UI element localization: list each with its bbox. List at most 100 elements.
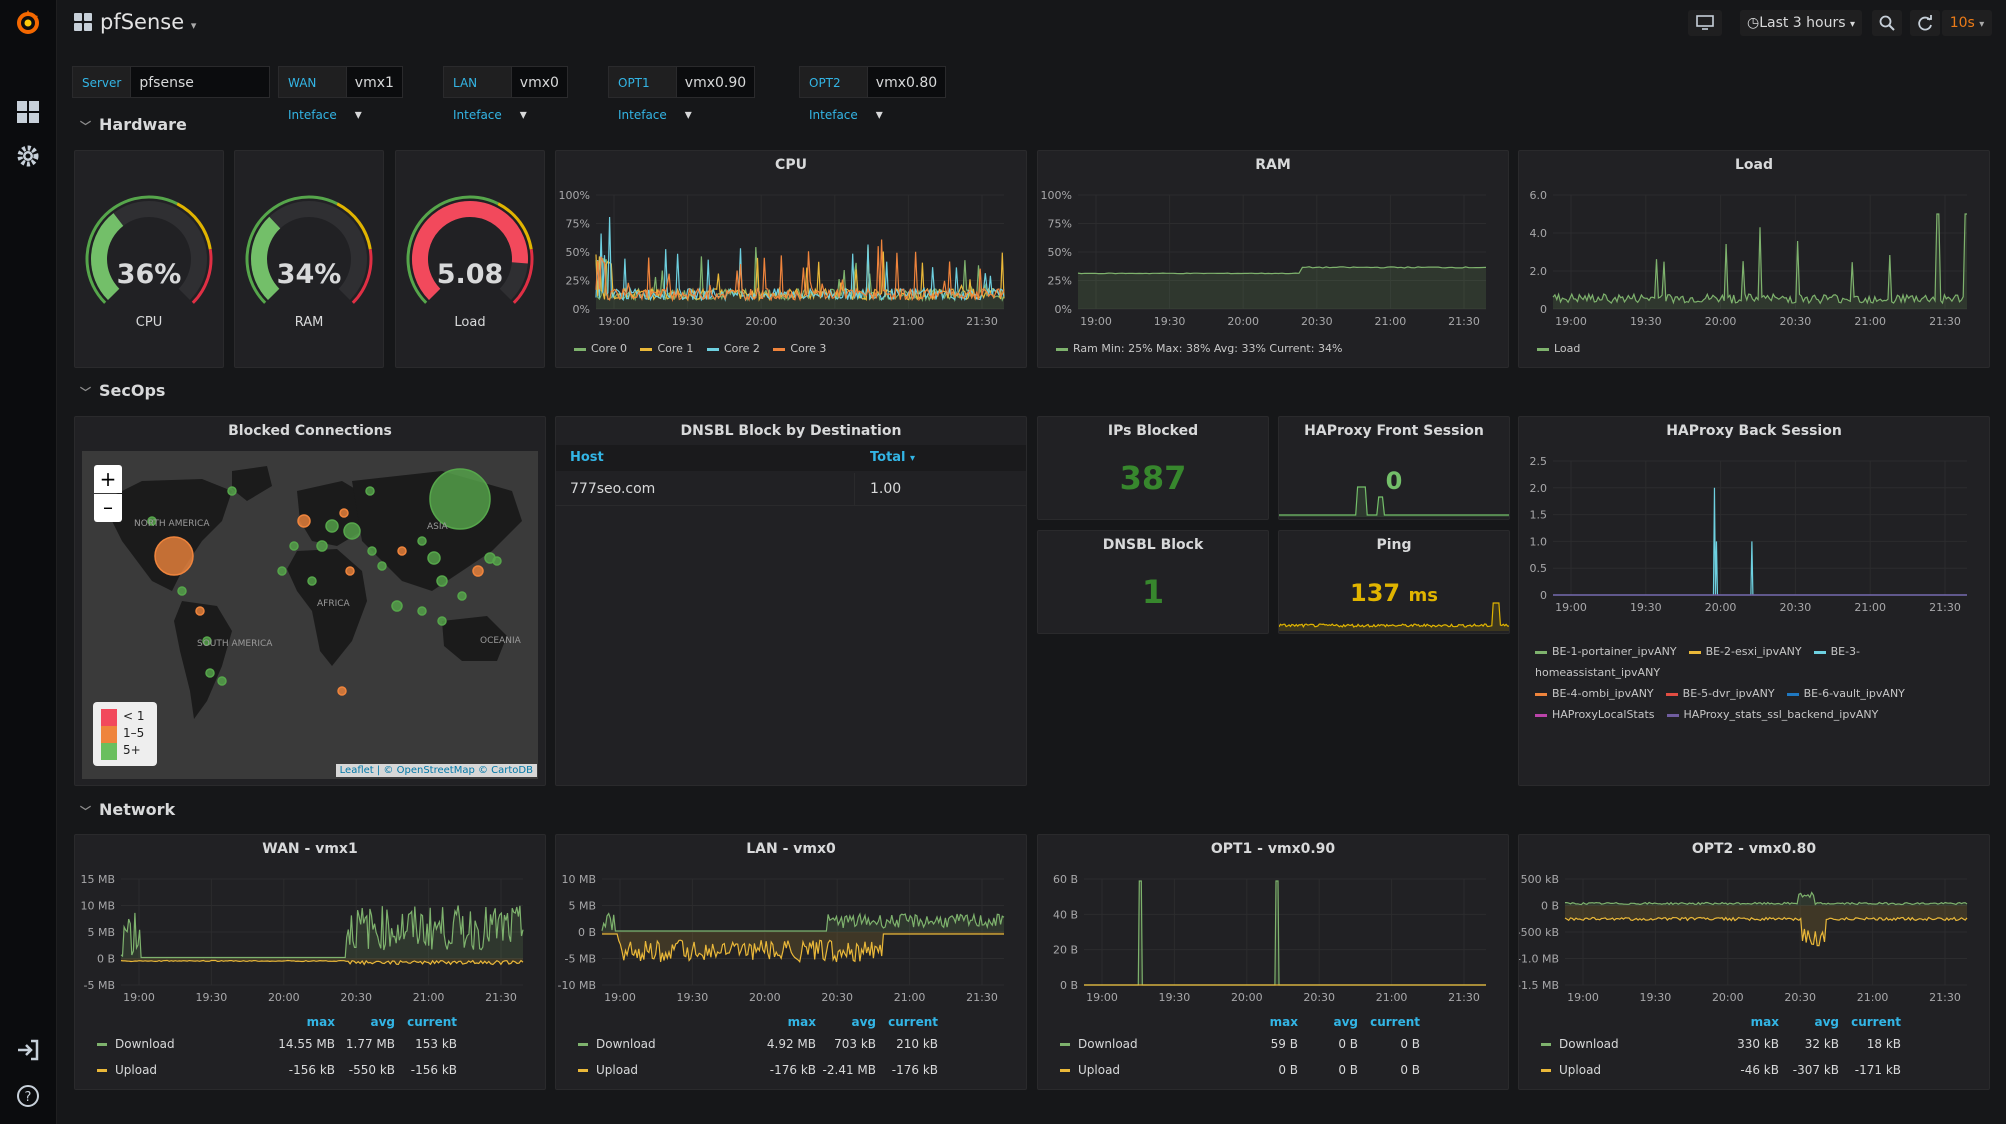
blocked-marker[interactable] xyxy=(325,519,339,533)
var-opt2-value[interactable]: vmx0.80 ▾ xyxy=(867,66,947,123)
gauge-panel-load[interactable]: 5.08 Load xyxy=(395,150,545,368)
var-lan-value[interactable]: vmx0 ▾ xyxy=(511,66,568,123)
var-opt1[interactable]: OPT1 Inteface vmx0.90 ▾ xyxy=(608,66,756,123)
blocked-marker[interactable] xyxy=(227,486,237,496)
blocked-marker[interactable] xyxy=(154,536,194,576)
load-graph-panel[interactable]: Load 6.0 4.0 2.0 0 19:00 19:30 20:00 20:30 21:00… xyxy=(1518,150,1990,368)
haproxy-front-panel[interactable]: HAProxy Front Session 0 xyxy=(1278,416,1510,520)
blocked-marker[interactable] xyxy=(367,546,377,556)
blocked-marker[interactable] xyxy=(345,566,355,576)
var-wan-value[interactable]: vmx1 ▾ xyxy=(346,66,403,123)
ips-blocked-panel[interactable]: IPs Blocked 387 xyxy=(1037,416,1269,520)
blocked-marker[interactable] xyxy=(343,522,361,540)
load-legend[interactable]: Load xyxy=(1537,342,1580,355)
net-panel-wan[interactable]: WAN - vmx1 15 MB 10 MB 5 MB 0 B -5 MB 19:00 19:… xyxy=(74,834,546,1090)
cpu-graph-panel[interactable]: CPU 100% 75% 50% 25% 0% 19:00 19:30 20:00 20:30 2… xyxy=(555,150,1027,368)
dnsbl-block-panel[interactable]: DNSBL Block 1 xyxy=(1037,530,1269,634)
x-tick-label: 20:00 xyxy=(1231,991,1263,1004)
y-tick-label: 75% xyxy=(1048,218,1072,231)
map-attribution[interactable]: Leaflet | © OpenStreetMap © CartoDB xyxy=(335,764,537,777)
zoom-in-button[interactable]: + xyxy=(94,465,122,493)
row-hardware[interactable]: ﹀ Hardware xyxy=(80,115,187,134)
column-host[interactable]: Host xyxy=(570,450,604,465)
legend-item[interactable]: Core 2 xyxy=(706,342,760,355)
legend-label: 1–5 xyxy=(123,726,145,740)
var-lan[interactable]: LAN Inteface vmx0 ▾ xyxy=(443,66,568,123)
blocked-marker[interactable] xyxy=(307,576,317,586)
ram-legend[interactable]: Ram Min: 25% Max: 38% Avg: 33% Current: … xyxy=(1056,342,1342,355)
var-server-value[interactable]: pfsense xyxy=(131,66,271,98)
legend-item[interactable]: BE-5-dvr_ipvANY xyxy=(1665,687,1775,700)
legend-item[interactable]: Core 1 xyxy=(640,342,693,355)
blocked-marker[interactable] xyxy=(472,565,484,577)
blocked-marker[interactable] xyxy=(427,551,441,565)
blocked-marker[interactable] xyxy=(316,540,328,552)
net-panel-lan[interactable]: LAN - vmx0 10 MB 5 MB 0 B -5 MB -10 MB 19:00 19… xyxy=(555,834,1027,1090)
help-icon[interactable]: ? xyxy=(14,1082,42,1110)
dnsbl-table-panel[interactable]: DNSBL Block by Destination Host Total ▾ … xyxy=(555,416,1027,786)
legend-item[interactable]: BE-3-homeassistant_ipvANY xyxy=(1535,645,1860,679)
blocked-marker[interactable] xyxy=(297,514,311,528)
blocked-marker[interactable] xyxy=(277,566,287,576)
refresh-interval-picker[interactable]: 10s ▾ xyxy=(1942,10,1992,36)
blocked-marker[interactable] xyxy=(377,561,387,571)
blocked-marker[interactable] xyxy=(417,606,427,616)
legend-item[interactable]: BE-6-vault_ipvANY xyxy=(1786,687,1905,700)
world-map[interactable]: NORTH AMERICA SOUTH AMERICA AFRICA ASIA … xyxy=(82,451,538,779)
grafana-logo-icon[interactable] xyxy=(14,8,42,36)
blocked-marker[interactable] xyxy=(437,616,447,626)
upload-current-value: -171 kB xyxy=(1854,1063,1901,1077)
legend-item[interactable]: BE-1-portainer_ipvANY xyxy=(1535,645,1677,658)
legend-item[interactable]: BE-4-ombi_ipvANY xyxy=(1535,687,1654,700)
blocked-marker[interactable] xyxy=(147,516,157,526)
blocked-marker[interactable] xyxy=(195,606,205,616)
sign-in-icon[interactable] xyxy=(14,1036,42,1064)
ping-panel[interactable]: Ping 137 ms xyxy=(1278,530,1510,634)
blocked-marker[interactable] xyxy=(436,575,448,587)
legend-item[interactable]: Core 0 xyxy=(574,342,627,355)
row-network[interactable]: ﹀ Network xyxy=(80,800,175,819)
var-server[interactable]: Server pfsense xyxy=(72,66,271,98)
var-wan[interactable]: WAN Inteface vmx1 ▾ xyxy=(278,66,403,123)
blocked-marker[interactable] xyxy=(339,508,349,518)
dashboard-title-picker[interactable]: pfSense ▾ xyxy=(100,10,196,34)
zoom-out-button[interactable]: – xyxy=(94,494,122,522)
blocked-marker[interactable] xyxy=(492,556,502,566)
blocked-marker[interactable] xyxy=(177,586,187,596)
tv-mode-button[interactable] xyxy=(1688,10,1722,36)
column-total[interactable]: Total ▾ xyxy=(870,450,915,465)
legend-item[interactable]: HAProxyLocalStats xyxy=(1535,708,1655,721)
settings-gear-icon[interactable] xyxy=(14,142,42,170)
blocked-marker[interactable] xyxy=(391,600,403,612)
blocked-marker[interactable] xyxy=(429,468,491,530)
legend-item[interactable]: BE-2-esxi_ipvANY xyxy=(1688,645,1802,658)
var-opt1-value[interactable]: vmx0.90 ▾ xyxy=(676,66,756,123)
blocked-marker[interactable] xyxy=(289,541,299,551)
time-range-picker[interactable]: ◷Last 3 hours ▾ xyxy=(1740,10,1862,36)
net-panel-opt1[interactable]: OPT1 - vmx0.90 60 B 40 B 20 B 0 B 19:00 19:30 2… xyxy=(1037,834,1509,1090)
caret-down-icon: ▾ xyxy=(190,19,197,32)
gauge-panel-cpu[interactable]: 36% CPU xyxy=(74,150,224,368)
blocked-marker[interactable] xyxy=(417,536,427,546)
ram-graph-panel[interactable]: RAM 100% 75% 50% 25% 0% 19:00 19:30 20:00 20:30 2… xyxy=(1037,150,1509,368)
haproxy-back-legend: BE-1-portainer_ipvANY BE-2-esxi_ipvANY BE-… xyxy=(1535,641,1985,725)
blocked-marker[interactable] xyxy=(202,636,212,646)
dashboards-icon[interactable] xyxy=(14,98,42,126)
blocked-marker[interactable] xyxy=(397,546,407,556)
legend-item[interactable]: Core 3 xyxy=(773,342,826,355)
gauge-panel-ram[interactable]: 34% RAM xyxy=(234,150,384,368)
row-secops[interactable]: ﹀ SecOps xyxy=(80,381,165,400)
haproxy-back-panel[interactable]: HAProxy Back Session 2.5 2.0 1.5 1.0 0.5 0 19:… xyxy=(1518,416,1990,786)
refresh-button[interactable] xyxy=(1910,10,1940,36)
zoom-out-button[interactable] xyxy=(1872,10,1902,36)
blocked-marker[interactable] xyxy=(205,668,215,678)
blocked-marker[interactable] xyxy=(217,676,227,686)
legend-item[interactable]: HAProxy_stats_ssl_backend_ipvANY xyxy=(1666,708,1878,721)
var-opt2[interactable]: OPT2 Inteface vmx0.80 ▾ xyxy=(799,66,947,123)
net-panel-opt2[interactable]: OPT2 - vmx0.80 500 kB 0 B -500 kB -1.0 MB -1.… xyxy=(1518,834,1990,1090)
blocked-connections-panel[interactable]: Blocked Connections NORTH AMERICA SOUTH … xyxy=(74,416,546,786)
blocked-marker[interactable] xyxy=(337,686,347,696)
blocked-marker[interactable] xyxy=(457,591,467,601)
blocked-marker[interactable] xyxy=(365,486,375,496)
table-row[interactable]: 777seo.com 1.00 xyxy=(556,473,1026,506)
